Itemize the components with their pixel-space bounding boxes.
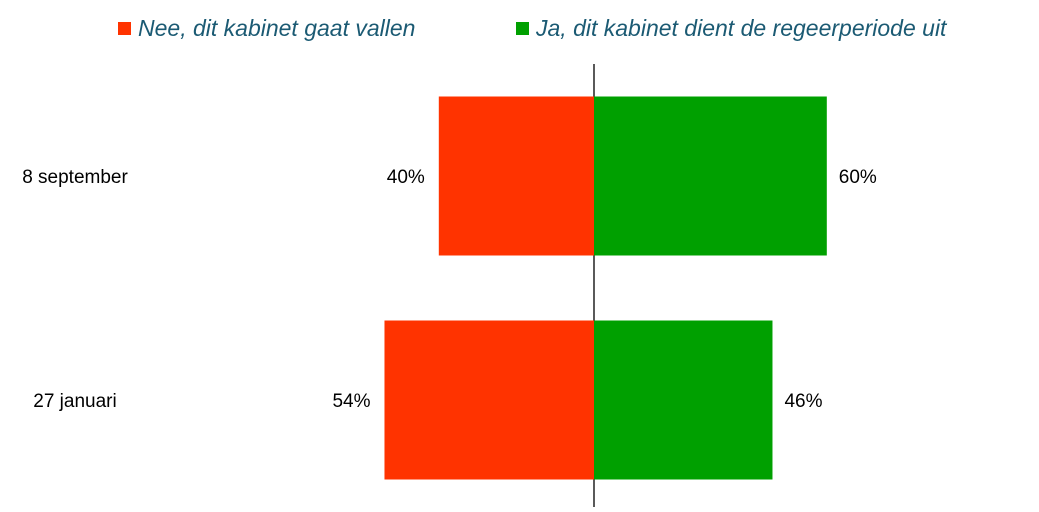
bar xyxy=(594,96,827,256)
value-label: 60% xyxy=(839,167,877,188)
legend-swatch xyxy=(516,22,529,35)
category-label: 8 september xyxy=(22,167,128,188)
category-label: 27 januari xyxy=(33,391,116,412)
value-label: 54% xyxy=(332,391,370,412)
bar xyxy=(594,320,773,480)
legend-swatch xyxy=(118,22,131,35)
legend-label: Nee, dit kabinet gaat vallen xyxy=(138,15,415,41)
bar xyxy=(438,96,594,256)
value-label: 46% xyxy=(784,391,822,412)
bar xyxy=(384,320,594,480)
value-label: 40% xyxy=(387,167,425,188)
legend-label: Ja, dit kabinet dient de regeerperiode u… xyxy=(535,15,948,41)
